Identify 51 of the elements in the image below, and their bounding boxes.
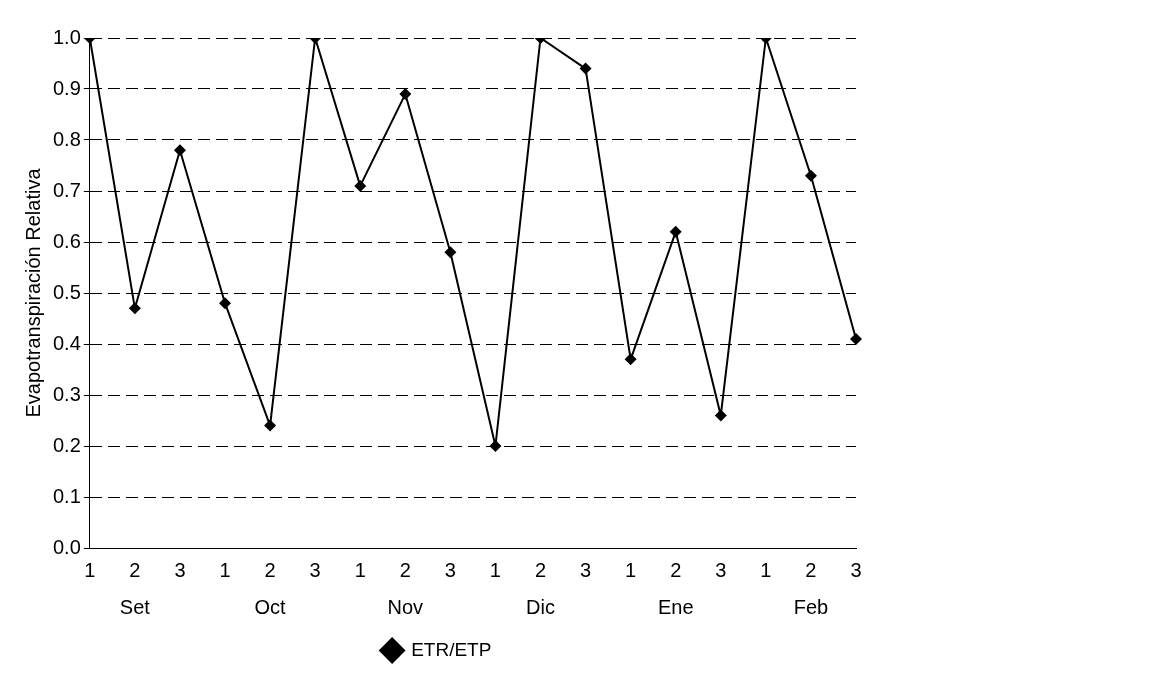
point bbox=[669, 225, 682, 238]
y-axis-title: Evapotranspiración Relativa bbox=[21, 167, 44, 418]
text: Oct bbox=[254, 595, 287, 618]
point bbox=[219, 297, 232, 310]
y-tick-label: 0.0 bbox=[52, 535, 81, 558]
y-tick-label: 0.6 bbox=[52, 229, 81, 252]
y-tick-label: 0.4 bbox=[52, 331, 81, 354]
text: Dic bbox=[526, 595, 555, 618]
point bbox=[804, 169, 817, 182]
point bbox=[128, 302, 141, 315]
point bbox=[714, 409, 727, 422]
x-tick-label: 2 bbox=[264, 558, 276, 581]
x-tick-label: 1 bbox=[84, 558, 96, 581]
x-tick-label: 1 bbox=[625, 558, 637, 581]
text: Ene bbox=[657, 595, 694, 618]
legend-label: ETR/ETP bbox=[411, 638, 492, 660]
text: Set bbox=[119, 595, 151, 618]
x-tick-label: 1 bbox=[354, 558, 366, 581]
x-tick-label: 3 bbox=[174, 558, 186, 581]
x-tick-label: 3 bbox=[444, 558, 456, 581]
point bbox=[579, 62, 592, 75]
x-tick-label: 2 bbox=[399, 558, 411, 581]
x-tick-label: 2 bbox=[805, 558, 817, 581]
y-tick-label: 0.1 bbox=[52, 484, 81, 507]
y-tick-label: 0.5 bbox=[52, 280, 81, 303]
x-tick-label: 3 bbox=[715, 558, 727, 581]
point bbox=[624, 353, 637, 366]
y-tick-label: 0.9 bbox=[52, 76, 81, 99]
x-tick-label: 3 bbox=[580, 558, 592, 581]
point bbox=[399, 88, 412, 101]
text: Nov bbox=[387, 595, 424, 618]
x-tick-label: 2 bbox=[534, 558, 547, 581]
x-tick-label: 1 bbox=[219, 558, 231, 581]
y-tick-label: 0.2 bbox=[52, 433, 81, 456]
y-tick-label: 1.0 bbox=[52, 25, 81, 48]
x-tick-label: 2 bbox=[670, 558, 682, 581]
point bbox=[444, 246, 457, 259]
point bbox=[354, 179, 367, 192]
text: Feb bbox=[793, 595, 829, 618]
y-tick-label: 0.8 bbox=[52, 127, 81, 150]
x-tick-label: 3 bbox=[850, 558, 862, 581]
y-tick-label: 0.7 bbox=[52, 178, 81, 201]
point bbox=[850, 332, 862, 345]
x-tick-label: 1 bbox=[760, 558, 772, 581]
x-tick-label: 3 bbox=[309, 558, 321, 581]
x-tick-label: 2 bbox=[129, 558, 141, 581]
x-tick-label: 1 bbox=[489, 558, 501, 581]
point bbox=[173, 144, 186, 157]
point bbox=[264, 419, 277, 432]
point bbox=[489, 440, 502, 452]
y-tick-label: 0.3 bbox=[52, 382, 81, 405]
